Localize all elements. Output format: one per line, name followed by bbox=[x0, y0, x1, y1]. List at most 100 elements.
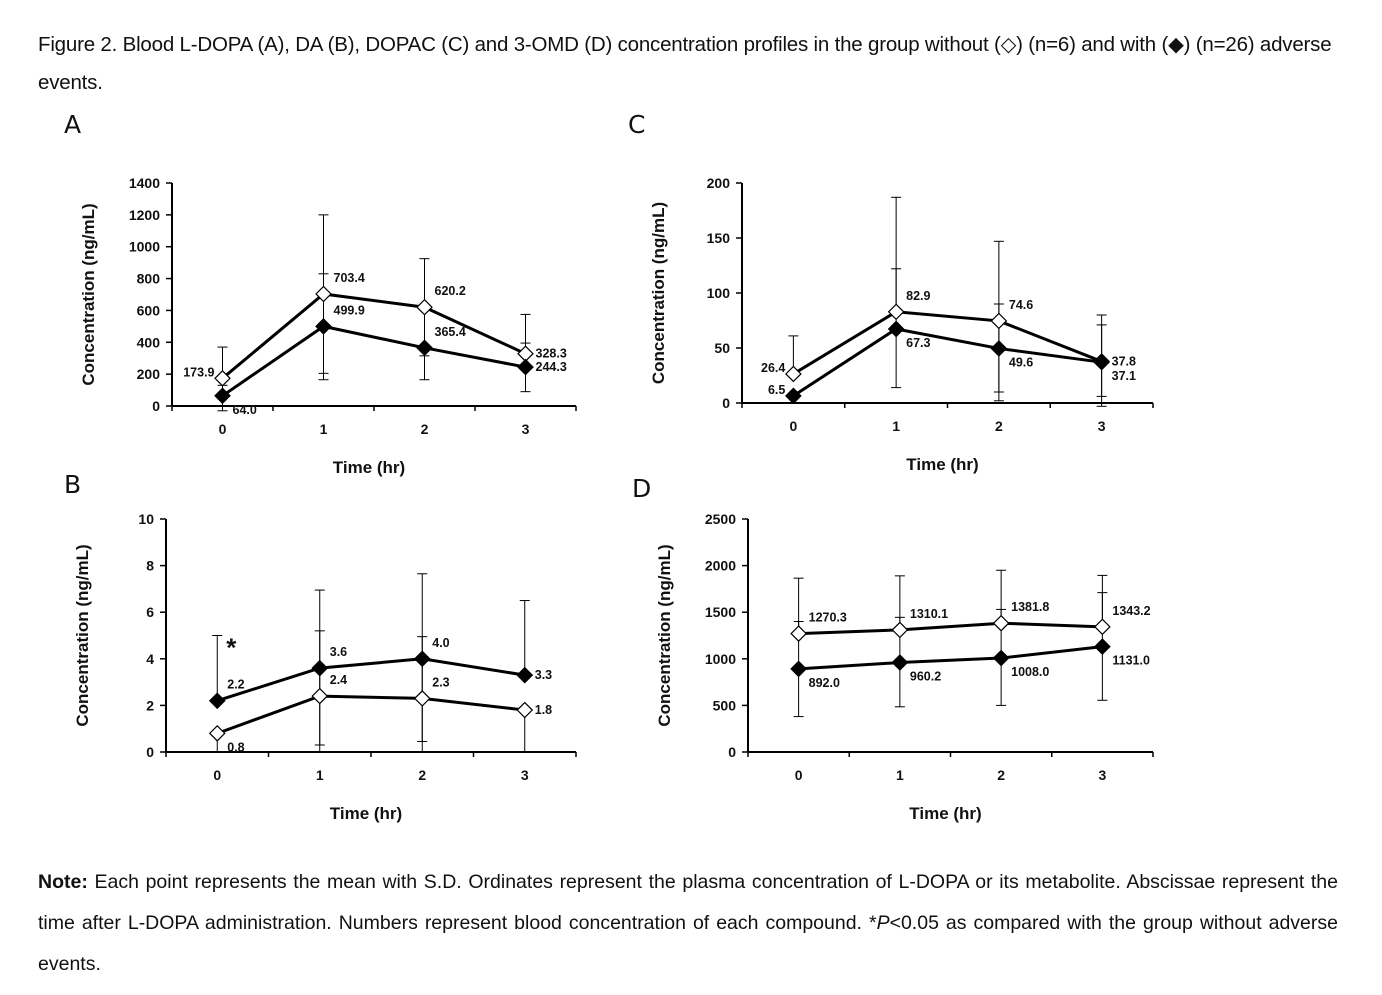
data-label: 2.3 bbox=[432, 675, 449, 689]
note-p-italic: P bbox=[876, 912, 890, 934]
y-axis-title: Concentration (ng/mL) bbox=[655, 544, 674, 726]
x-tick-label: 1 bbox=[316, 767, 324, 783]
data-label: 26.4 bbox=[761, 361, 785, 375]
x-tick-label: 2 bbox=[995, 418, 1003, 434]
data-label: 37.8 bbox=[1112, 354, 1136, 368]
data-point-open-diamond bbox=[416, 298, 433, 316]
data-point-open-diamond bbox=[887, 303, 905, 321]
data-point-filled-diamond bbox=[516, 666, 534, 684]
data-label: 703.4 bbox=[334, 271, 365, 285]
panel-letter-a: A bbox=[64, 110, 82, 139]
y-tick-label: 1400 bbox=[129, 175, 160, 191]
figure-caption: Figure 2. Blood L-DOPA (A), DA (B), DOPA… bbox=[38, 33, 1332, 94]
data-point-open-diamond bbox=[516, 701, 534, 719]
y-tick-label: 10 bbox=[138, 511, 154, 527]
data-label: 1.8 bbox=[535, 703, 552, 717]
data-label: 67.3 bbox=[906, 336, 930, 350]
series-line-without bbox=[221, 292, 527, 380]
series-line-without bbox=[792, 310, 1103, 376]
x-tick-label: 2 bbox=[421, 421, 429, 437]
data-point-filled-diamond bbox=[992, 649, 1010, 667]
data-point-filled-diamond bbox=[315, 318, 332, 335]
data-point-filled-diamond bbox=[990, 340, 1008, 357]
data-label: 0.8 bbox=[227, 740, 244, 754]
y-tick-label: 4 bbox=[146, 651, 154, 667]
data-label: 4.0 bbox=[432, 636, 449, 650]
data-label: 960.2 bbox=[910, 670, 941, 684]
series-line-with bbox=[792, 327, 1102, 398]
data-label: 74.6 bbox=[1009, 298, 1033, 312]
data-label: 3.6 bbox=[330, 645, 347, 659]
y-tick-label: 1500 bbox=[705, 604, 736, 620]
y-tick-label: 6 bbox=[146, 604, 154, 620]
x-tick-label: 1 bbox=[320, 421, 328, 437]
y-tick-label: 1200 bbox=[129, 207, 160, 223]
data-point-filled-diamond bbox=[887, 320, 905, 338]
y-tick-label: 500 bbox=[713, 697, 737, 713]
panel-letter-c: C bbox=[628, 110, 646, 139]
data-point-filled-diamond bbox=[1094, 638, 1111, 655]
y-tick-label: 2000 bbox=[705, 558, 736, 574]
data-point-open-diamond bbox=[311, 687, 329, 705]
data-point-filled-diamond bbox=[413, 650, 431, 668]
data-label: 244.3 bbox=[536, 360, 567, 374]
data-label: 173.9 bbox=[183, 365, 214, 379]
data-point-open-diamond bbox=[891, 621, 909, 639]
y-axis-title: Concentration (ng/mL) bbox=[649, 202, 668, 384]
y-tick-label: 1000 bbox=[705, 651, 736, 667]
data-label: 1270.3 bbox=[809, 611, 847, 625]
x-tick-label: 2 bbox=[997, 767, 1005, 783]
data-point-open-diamond bbox=[990, 312, 1008, 330]
data-label: 82.9 bbox=[906, 289, 930, 303]
data-point-filled-diamond bbox=[1093, 353, 1110, 371]
x-tick-label: 3 bbox=[522, 421, 530, 437]
data-label: 6.5 bbox=[768, 383, 785, 397]
y-tick-label: 8 bbox=[146, 558, 154, 574]
y-tick-label: 50 bbox=[714, 340, 730, 356]
data-label: 49.6 bbox=[1009, 355, 1033, 369]
data-label: 2.2 bbox=[227, 678, 244, 692]
data-point-open-diamond bbox=[785, 365, 802, 383]
y-tick-label: 150 bbox=[707, 230, 731, 246]
data-label: 2.4 bbox=[330, 673, 347, 687]
y-tick-label: 1000 bbox=[129, 239, 160, 255]
y-tick-label: 2500 bbox=[705, 511, 736, 527]
y-tick-label: 0 bbox=[722, 395, 730, 411]
x-axis-title: Time (hr) bbox=[333, 458, 405, 477]
data-point-filled-diamond bbox=[790, 660, 807, 678]
series-line-without bbox=[216, 694, 525, 735]
significance-asterisk: * bbox=[226, 632, 237, 662]
data-label: 620.2 bbox=[435, 284, 466, 298]
data-label: 1381.8 bbox=[1011, 600, 1049, 614]
data-point-open-diamond bbox=[790, 625, 807, 642]
series-line-with bbox=[798, 645, 1103, 671]
x-tick-label: 3 bbox=[1098, 767, 1106, 783]
data-label: 328.3 bbox=[536, 347, 567, 361]
y-tick-label: 200 bbox=[707, 175, 731, 191]
figure-note: Note: Each point represents the mean wit… bbox=[38, 862, 1338, 985]
panel-letter-b: B bbox=[64, 470, 82, 499]
x-tick-label: 0 bbox=[795, 767, 803, 783]
data-label: 1343.2 bbox=[1112, 604, 1150, 618]
x-axis-title: Time (hr) bbox=[906, 455, 978, 474]
x-tick-label: 0 bbox=[213, 767, 221, 783]
x-tick-label: 3 bbox=[1098, 418, 1106, 434]
x-tick-label: 3 bbox=[521, 767, 529, 783]
series-line-with bbox=[221, 324, 526, 398]
data-label: 1131.0 bbox=[1112, 654, 1150, 668]
data-point-open-diamond bbox=[214, 369, 231, 387]
y-tick-label: 400 bbox=[137, 334, 161, 350]
y-tick-label: 2 bbox=[146, 697, 154, 713]
x-tick-label: 0 bbox=[219, 421, 227, 437]
x-tick-label: 1 bbox=[896, 767, 904, 783]
data-label: 892.0 bbox=[809, 676, 840, 690]
panel-letter-d: D bbox=[632, 474, 652, 503]
note-label: Note: bbox=[38, 871, 88, 893]
x-tick-label: 1 bbox=[892, 418, 900, 434]
y-tick-label: 0 bbox=[146, 744, 154, 760]
data-label: 37.1 bbox=[1112, 369, 1136, 383]
data-label: 64.0 bbox=[233, 403, 257, 417]
